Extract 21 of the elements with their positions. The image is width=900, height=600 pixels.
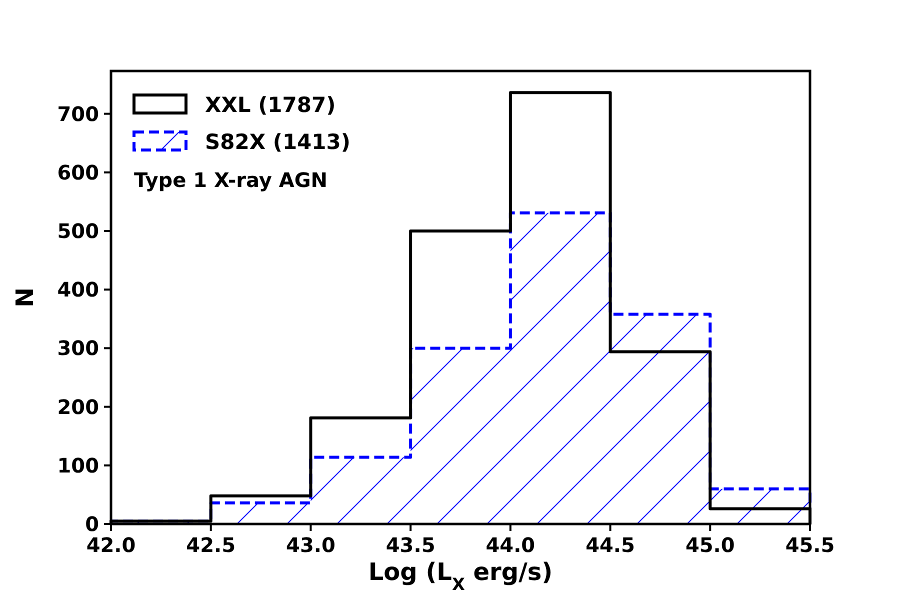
x-tick-label: 43.5 — [386, 533, 436, 557]
legend-label: S82X (1413) — [205, 130, 350, 154]
y-tick-label: 100 — [57, 453, 99, 478]
x-tick-label: 42.5 — [186, 533, 236, 557]
y-tick-label: 0 — [85, 512, 99, 536]
x-axis-title: Log (L$_{X}$ erg/s) — [368, 558, 553, 594]
y-tick-label: 400 — [57, 278, 99, 302]
x-tick-label: 44.0 — [486, 533, 536, 557]
x-tick-label: 45.0 — [685, 533, 735, 557]
y-tick-label: 500 — [57, 218, 99, 243]
x-tick-label: 44.5 — [586, 533, 635, 557]
x-tick-label: 45.5 — [785, 533, 835, 557]
annotation: Type 1 X-ray AGN — [134, 168, 328, 192]
legend-label: XXL (1787) — [205, 93, 336, 117]
y-tick-label: 600 — [57, 160, 99, 184]
y-tick-label: 200 — [57, 394, 99, 419]
y-axis-title: N — [11, 287, 39, 308]
x-tick-label: 42.0 — [86, 533, 136, 557]
y-tick-label: 700 — [57, 102, 99, 126]
x-tick-label: 43.0 — [286, 533, 336, 557]
y-tick-label: 300 — [57, 336, 99, 360]
